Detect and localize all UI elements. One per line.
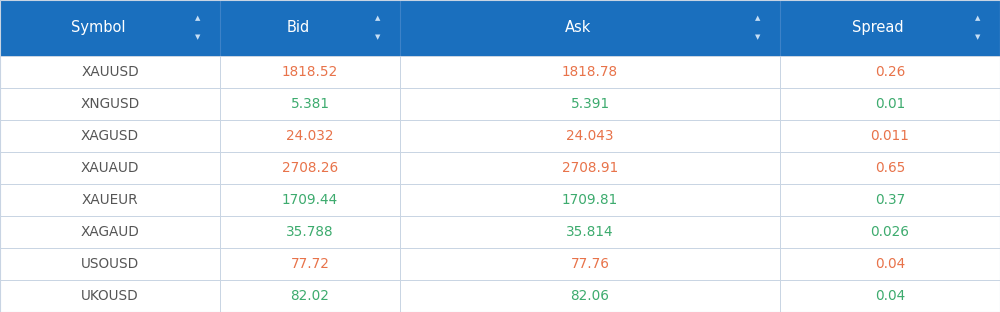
- Text: 2708.26: 2708.26: [282, 161, 338, 175]
- Text: UKOUSD: UKOUSD: [81, 289, 139, 303]
- Text: 0.37: 0.37: [875, 193, 905, 207]
- Text: Symbol: Symbol: [71, 20, 125, 35]
- Text: 5.391: 5.391: [570, 97, 610, 111]
- Text: 35.814: 35.814: [566, 225, 614, 239]
- Bar: [0, 56, 1000, 88]
- Text: XNGUSD: XNGUSD: [80, 97, 140, 111]
- Text: ▲: ▲: [755, 15, 761, 22]
- Text: Bid: Bid: [286, 20, 310, 35]
- Text: XAGAUD: XAGAUD: [81, 225, 139, 239]
- Bar: [0, 152, 1000, 184]
- Text: Spread: Spread: [852, 20, 904, 35]
- Text: 0.04: 0.04: [875, 257, 905, 271]
- Text: 0.04: 0.04: [875, 289, 905, 303]
- Text: 0.65: 0.65: [875, 161, 905, 175]
- Bar: [0, 248, 1000, 280]
- Text: 2708.91: 2708.91: [562, 161, 618, 175]
- Text: USOUSD: USOUSD: [81, 257, 139, 271]
- Text: 82.06: 82.06: [571, 289, 609, 303]
- Text: 82.02: 82.02: [291, 289, 329, 303]
- Text: 35.788: 35.788: [286, 225, 334, 239]
- Text: ▼: ▼: [195, 34, 201, 40]
- Text: ▲: ▲: [975, 15, 981, 22]
- Text: 24.032: 24.032: [286, 129, 334, 143]
- Text: XAUEUR: XAUEUR: [82, 193, 138, 207]
- Bar: [0, 280, 1000, 312]
- Text: 1709.81: 1709.81: [562, 193, 618, 207]
- Text: 24.043: 24.043: [566, 129, 614, 143]
- Bar: [0, 216, 1000, 248]
- Text: 77.76: 77.76: [571, 257, 609, 271]
- Text: 1818.78: 1818.78: [562, 65, 618, 79]
- Text: ▲: ▲: [195, 15, 201, 22]
- Text: 77.72: 77.72: [291, 257, 329, 271]
- Text: 0.01: 0.01: [875, 97, 905, 111]
- Text: XAUUSD: XAUUSD: [81, 65, 139, 79]
- Text: 0.26: 0.26: [875, 65, 905, 79]
- Bar: [0, 0, 1000, 56]
- Text: Ask: Ask: [565, 20, 591, 35]
- Text: 1709.44: 1709.44: [282, 193, 338, 207]
- Text: 0.026: 0.026: [871, 225, 909, 239]
- Text: ▼: ▼: [755, 34, 761, 40]
- Bar: [0, 119, 1000, 152]
- Text: 5.381: 5.381: [290, 97, 330, 111]
- Text: ▼: ▼: [975, 34, 981, 40]
- Text: 1818.52: 1818.52: [282, 65, 338, 79]
- Text: XAUAUD: XAUAUD: [81, 161, 139, 175]
- Text: XAGUSD: XAGUSD: [81, 129, 139, 143]
- Text: ▼: ▼: [375, 34, 381, 40]
- Bar: [0, 184, 1000, 216]
- Text: ▲: ▲: [375, 15, 381, 22]
- Bar: [0, 88, 1000, 119]
- Text: 0.011: 0.011: [871, 129, 909, 143]
